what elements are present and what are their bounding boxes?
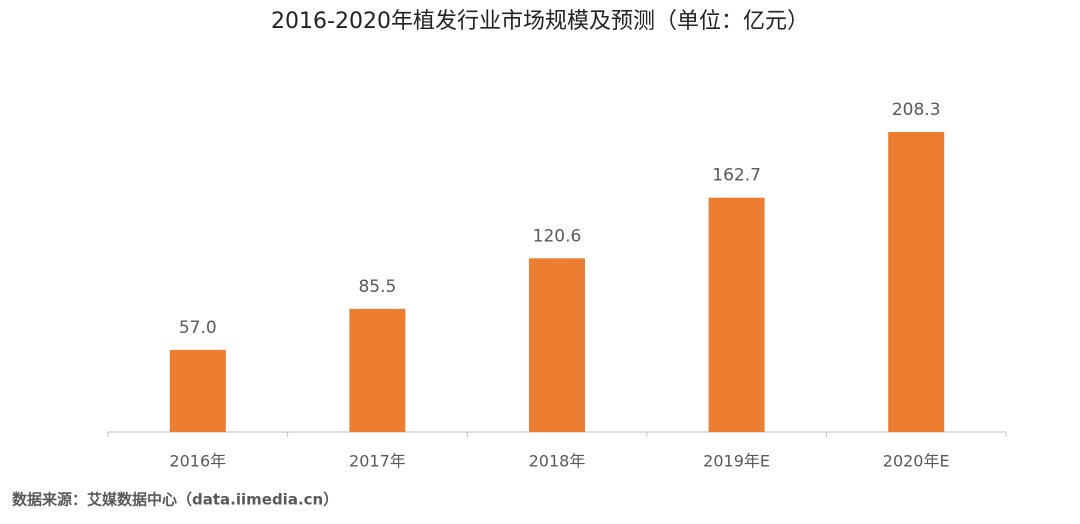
bar xyxy=(888,132,945,432)
x-tick-label: 2020年E xyxy=(883,452,950,471)
value-label: 85.5 xyxy=(358,277,396,297)
x-tick-label: 2017年 xyxy=(349,452,406,471)
value-label: 162.7 xyxy=(712,166,761,186)
source-note: 数据来源：艾媒数据中心（data.iimedia.cn） xyxy=(12,491,338,509)
x-tick-label: 2019年E xyxy=(703,452,770,471)
bar xyxy=(349,308,406,432)
x-tick-label: 2018年 xyxy=(529,452,586,471)
value-label: 120.6 xyxy=(533,226,582,246)
bar xyxy=(529,258,585,432)
value-label: 57.0 xyxy=(179,318,217,338)
x-tick-label: 2016年 xyxy=(169,452,226,471)
bar xyxy=(169,349,226,432)
chart-title: 2016-2020年植发行业市场规模及预测（单位：亿元） xyxy=(271,9,809,34)
value-label: 208.3 xyxy=(892,100,941,120)
bar xyxy=(708,197,765,432)
